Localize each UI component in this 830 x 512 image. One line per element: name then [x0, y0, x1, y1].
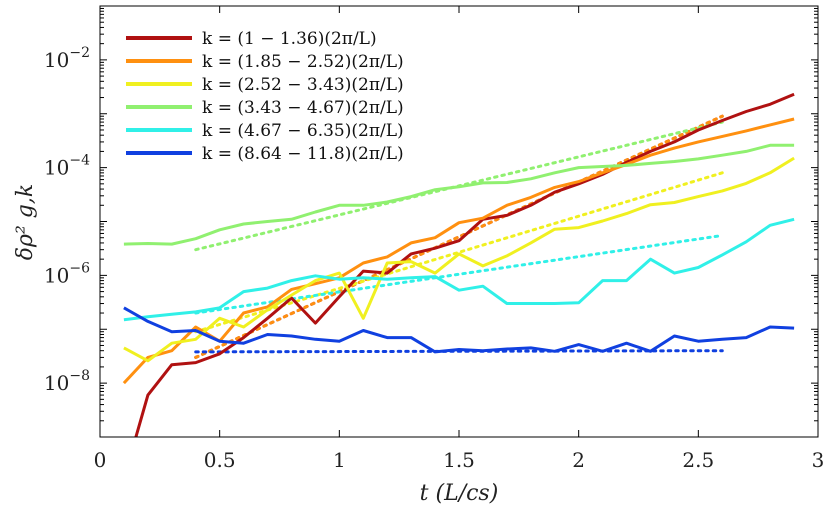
legend: k = (1 − 1.36)(2π/L) k = (1.85 − 2.52)(2π…	[126, 29, 404, 164]
x-axis-title: t (L/cs)	[420, 481, 499, 506]
x-tick-label: 2.5	[682, 448, 714, 472]
legend-label: k = (1.85 − 2.52)(2π/L)	[202, 52, 404, 72]
legend-label: k = (3.43 − 4.67)(2π/L)	[202, 98, 404, 118]
y-tick-label: 10−6	[44, 260, 90, 287]
y-axis: 10−8 10−6 10−4 10−2	[44, 7, 818, 438]
x-tick-label: 3	[812, 448, 825, 472]
legend-label: k = (2.52 − 3.43)(2π/L)	[202, 75, 404, 95]
x-tick-label: 1	[333, 448, 346, 472]
series-line	[122, 117, 795, 385]
fit-line	[194, 349, 724, 354]
y-tick-label: 10−4	[44, 153, 90, 180]
series-line	[123, 306, 795, 354]
y-axis-title: δρ² g,k	[13, 184, 38, 260]
x-axis: 0 0.5 1 1.5 2 2.5 3	[94, 6, 825, 472]
series-line	[123, 217, 795, 322]
x-tick-label: 0	[94, 448, 107, 472]
legend-label: k = (4.67 − 6.35)(2π/L)	[202, 121, 404, 141]
series-line	[123, 143, 795, 246]
x-tick-label: 0.5	[204, 448, 236, 472]
series-lines	[122, 92, 795, 437]
fit-line	[194, 114, 724, 359]
x-tick-label: 2	[572, 448, 585, 472]
legend-label: k = (8.64 − 11.8)(2π/L)	[202, 144, 404, 164]
y-tick-label: 10−2	[44, 45, 90, 72]
y-tick-label: 10−8	[44, 368, 90, 395]
x-tick-label: 1.5	[443, 448, 475, 472]
series-line	[123, 156, 795, 363]
legend-label: k = (1 − 1.36)(2π/L)	[202, 29, 377, 49]
